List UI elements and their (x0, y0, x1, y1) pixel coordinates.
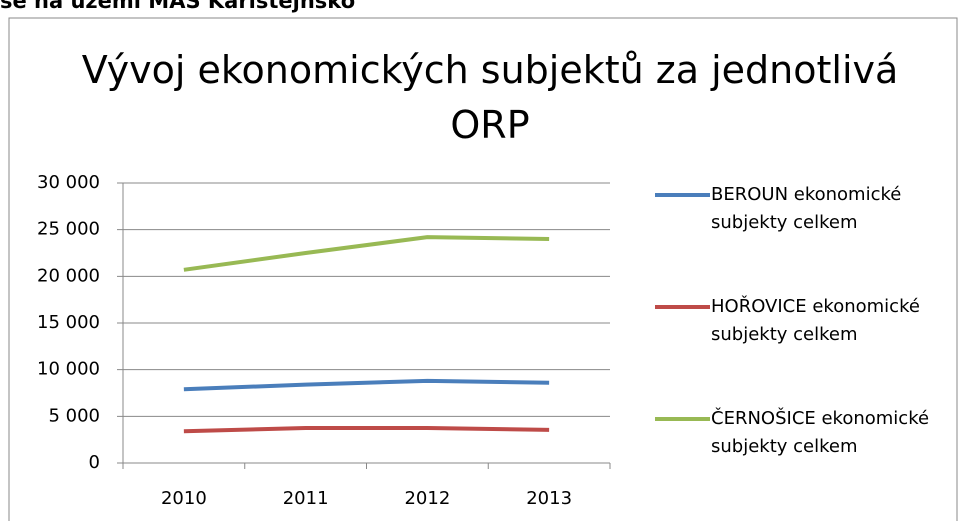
legend-label: BEROUN ekonomické subjekty celkem (711, 184, 902, 233)
legend-label: ČERNOŠICE ekonomické subjekty celkem (711, 408, 930, 457)
series-line (183, 235, 550, 272)
y-tick-label: 0 (89, 452, 100, 473)
series-line (183, 378, 550, 392)
series-line (183, 426, 550, 434)
y-tick-label: 25 000 (37, 219, 100, 240)
x-tick-label: 2012 (404, 488, 450, 509)
y-tick-label: 10 000 (37, 359, 100, 380)
chart-frame (8, 17, 958, 521)
legend-item: HOŘOVICE ekonomické subjekty celkem (711, 296, 920, 345)
chart-title: Vývoj ekonomických subjektů za jednotliv… (82, 48, 899, 147)
y-tick-label: 15 000 (37, 312, 100, 333)
x-tick-label: 2011 (283, 488, 329, 509)
page-heading: se na území MAS Karlštejnsko (0, 0, 355, 13)
y-tick-label: 20 000 (37, 265, 100, 286)
legend-label: HOŘOVICE ekonomické subjekty celkem (711, 296, 920, 345)
x-tick-label: 2010 (161, 488, 207, 509)
y-tick-label: 30 000 (37, 172, 100, 193)
legend-item: ČERNOŠICE ekonomické subjekty celkem (711, 408, 930, 457)
x-tick-label: 2013 (526, 488, 572, 509)
legend-item: BEROUN ekonomické subjekty celkem (711, 184, 902, 233)
y-tick-label: 5 000 (48, 405, 100, 426)
